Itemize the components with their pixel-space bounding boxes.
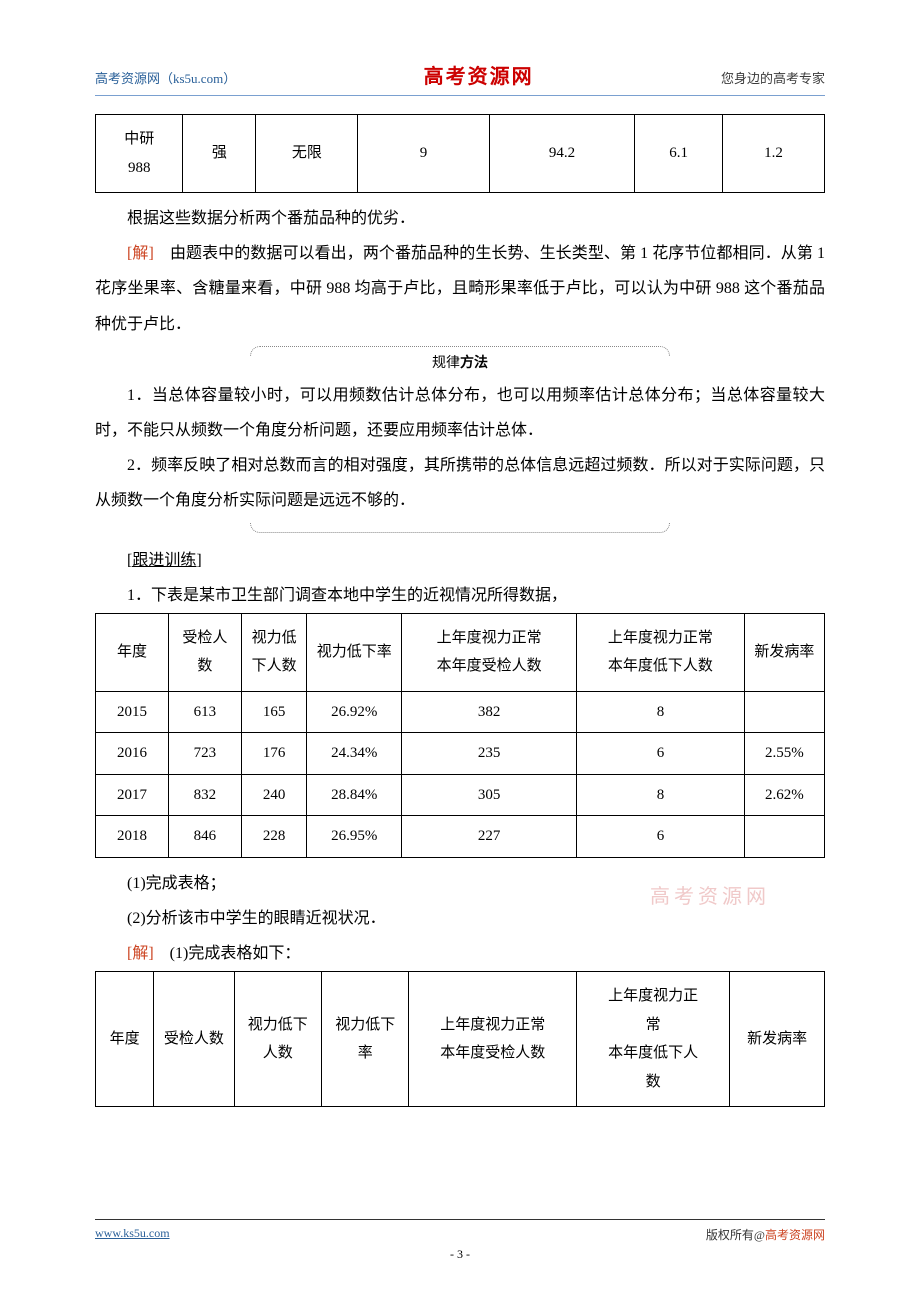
table-cell: 1.2 (722, 115, 824, 193)
myopia-table: 年度受检人数视力低下人数视力低下率上年度视力正常本年度受检人数上年度视力正常本年… (95, 613, 825, 858)
table-cell: 24.34% (307, 733, 402, 775)
table-cell: 8 (577, 691, 745, 733)
rule-item-1: 1．当总体容量较小时，可以用频数估计总体分布，也可以用频率估计总体分布；当总体容… (95, 378, 825, 448)
table-cell: 2015 (96, 691, 169, 733)
table-cell: 176 (241, 733, 307, 775)
table-cell: 305 (402, 774, 577, 816)
table-cell (744, 816, 824, 858)
solution-label: [解] (127, 245, 154, 262)
footer-right: 版权所有@高考资源网 (706, 1226, 825, 1243)
footer-left: www.ks5u.com (95, 1226, 170, 1243)
table-row: 中研988强无限994.26.11.2 (96, 115, 825, 193)
answer-table: 年度受检人数视力低下人数视力低下率上年度视力正常本年度受检人数上年度视力正常本年… (95, 971, 825, 1107)
table-cell: 832 (168, 774, 241, 816)
table-cell: 中研988 (96, 115, 183, 193)
table-header-cell: 年度 (96, 613, 169, 691)
table-header-cell: 新发病率 (730, 972, 825, 1107)
table-cell: 240 (241, 774, 307, 816)
table-cell: 227 (402, 816, 577, 858)
solution-para: [解] 由题表中的数据可以看出，两个番茄品种的生长势、生长类型、第 1 花序节位… (95, 236, 825, 342)
table-cell: 6 (577, 816, 745, 858)
header-right: 您身边的高考专家 (721, 68, 825, 87)
answer-line: [解] (1)完成表格如下： (95, 936, 825, 971)
para-prompt: 根据这些数据分析两个番茄品种的优劣． (95, 201, 825, 236)
page-number: - 3 - (95, 1247, 825, 1262)
followup-label: [跟进训练] (95, 543, 825, 578)
table-cell: 165 (241, 691, 307, 733)
table-header-cell: 视力低下人数 (241, 613, 307, 691)
rule-item-2: 2．频率反映了相对总数而言的相对强度，其所携带的总体信息远超过频数．所以对于实际… (95, 448, 825, 518)
question1-sub2: (2)分析该市中学生的眼睛近视状况． (95, 901, 825, 936)
table-header-cell: 上年度视力正常本年度受检人数 (402, 613, 577, 691)
table-header-cell: 年度 (96, 972, 154, 1107)
header-center: 高考资源网 (424, 60, 534, 89)
table-cell: 26.95% (307, 816, 402, 858)
table-row: 201561316526.92%3828 (96, 691, 825, 733)
table-header-cell: 上年度视力正常本年度低下人数 (577, 613, 745, 691)
rule-box-bottom (95, 523, 825, 533)
rule-label-bold: 方法 (460, 356, 488, 371)
table-cell: 2017 (96, 774, 169, 816)
table-header-row: 年度受检人数视力低下人数视力低下率上年度视力正常本年度受检人数上年度视力正常本年… (96, 613, 825, 691)
answer-label: [解] (127, 945, 154, 962)
table-cell: 613 (168, 691, 241, 733)
question1-sub1: (1)完成表格； (95, 866, 825, 901)
footer-right-plain: 版权所有@ (706, 1228, 765, 1242)
table-cell: 26.92% (307, 691, 402, 733)
tomato-table: 中研988强无限994.26.11.2 (95, 114, 825, 193)
table-cell: 2018 (96, 816, 169, 858)
table-cell: 94.2 (489, 115, 635, 193)
table-header-cell: 上年度视力正常本年度受检人数 (409, 972, 577, 1107)
table-cell: 8 (577, 774, 745, 816)
table-cell: 723 (168, 733, 241, 775)
table-cell: 846 (168, 816, 241, 858)
followup-label-text: [跟进训练] (127, 552, 202, 569)
table-cell: 2016 (96, 733, 169, 775)
table-cell: 28.84% (307, 774, 402, 816)
table-row: 201783224028.84%30582.62% (96, 774, 825, 816)
table-header-cell: 受检人数 (154, 972, 234, 1107)
rule-box-top: 规律方法 (95, 346, 825, 372)
table-cell: 382 (402, 691, 577, 733)
table-header-cell: 受检人数 (168, 613, 241, 691)
table-header-row: 年度受检人数视力低下人数视力低下率上年度视力正常本年度受检人数上年度视力正常本年… (96, 972, 825, 1107)
header-rule (95, 95, 825, 96)
table-header-cell: 视力低下率 (307, 613, 402, 691)
page: 高考资源网（ks5u.com） 高考资源网 您身边的高考专家 中研988强无限9… (0, 0, 920, 1302)
page-footer: www.ks5u.com 版权所有@高考资源网 - 3 - (95, 1219, 825, 1262)
solution-text: 由题表中的数据可以看出，两个番茄品种的生长势、生长类型、第 1 花序节位都相同．… (95, 245, 825, 332)
question1-intro: 1．下表是某市卫生部门调查本地中学生的近视情况所得数据， (95, 578, 825, 613)
rule-label: 规律方法 (424, 352, 496, 372)
table-header-cell: 视力低下率 (321, 972, 408, 1107)
table-cell: 6.1 (635, 115, 722, 193)
table-cell: 6 (577, 733, 745, 775)
table-cell: 强 (183, 115, 256, 193)
rule-label-pre: 规律 (432, 356, 460, 371)
table-header-cell: 新发病率 (744, 613, 824, 691)
table-cell: 2.55% (744, 733, 824, 775)
header-left: 高考资源网（ks5u.com） (95, 68, 236, 87)
table-row: 201672317624.34%23562.55% (96, 733, 825, 775)
footer-rule (95, 1219, 825, 1220)
table-cell: 9 (358, 115, 489, 193)
answer-text: (1)完成表格如下： (154, 945, 301, 962)
table-cell: 228 (241, 816, 307, 858)
table-header-cell: 上年度视力正常本年度低下人数 (577, 972, 730, 1107)
table-header-cell: 视力低下人数 (234, 972, 321, 1107)
page-header: 高考资源网（ks5u.com） 高考资源网 您身边的高考专家 (95, 60, 825, 89)
table-row: 201884622826.95%2276 (96, 816, 825, 858)
table-cell: 2.62% (744, 774, 824, 816)
footer-right-highlight: 高考资源网 (765, 1228, 825, 1242)
table-cell: 235 (402, 733, 577, 775)
table-cell (744, 691, 824, 733)
table-cell: 无限 (256, 115, 358, 193)
